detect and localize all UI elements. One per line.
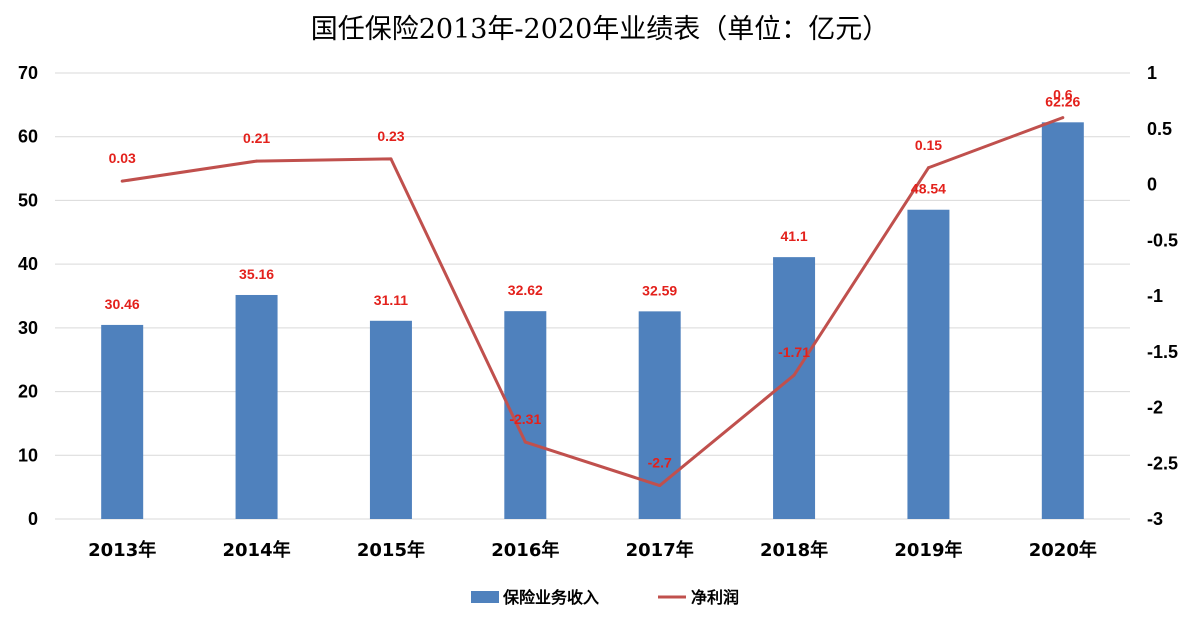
bar-data-label: 32.59 (642, 282, 677, 298)
bar-data-label: 62.26 (1045, 93, 1080, 109)
bar-data-label: 35.16 (239, 266, 274, 282)
line-point (926, 166, 930, 170)
line-data-label: 0.15 (915, 137, 942, 153)
category-label: 2019年 (894, 539, 962, 561)
category-axis: 2013年 2014年 2015年 2016年 2017年 2018年 2019年 2020年 (88, 539, 1097, 561)
left-tick-label: 0 (28, 509, 38, 529)
line-data-label: 0.6 (1053, 87, 1073, 103)
line-data-label: -1.71 (778, 344, 810, 360)
right-tick-label: 0.5 (1147, 119, 1172, 139)
left-tick-label: 60 (18, 127, 38, 147)
left-tick-label: 50 (18, 190, 38, 210)
bar-data-label: 41.1 (780, 228, 807, 244)
gridlines (55, 72, 1130, 520)
left-tick-label: 20 (18, 382, 38, 402)
right-y-axis: -3 -2.5 -2 -1.5 -1 -0.5 0 0.5 1 (1147, 63, 1178, 529)
bar-data-label: 30.46 (105, 296, 140, 312)
line-data-label: 0.23 (377, 128, 404, 144)
right-tick-label: -0.5 (1147, 230, 1178, 250)
line-point (523, 440, 527, 444)
left-tick-label: 10 (18, 445, 38, 465)
bar (638, 311, 681, 519)
legend-label-revenue: 保险业务收入 (502, 588, 599, 607)
category-label: 2017年 (626, 539, 694, 561)
right-tick-label: -2.5 (1147, 453, 1178, 473)
left-y-axis: 0 10 20 30 40 50 60 70 (18, 63, 38, 529)
bar-series (101, 122, 1084, 520)
bar (1041, 122, 1084, 520)
right-tick-label: -3 (1147, 509, 1163, 529)
right-tick-label: -2 (1147, 398, 1163, 418)
category-label: 2016年 (491, 539, 559, 561)
bar (235, 294, 278, 519)
line-point (792, 373, 796, 377)
line-series (120, 116, 1065, 488)
legend-swatch-revenue (471, 591, 499, 603)
line-data-label: -2.31 (509, 411, 541, 427)
bar-data-label: 32.62 (508, 282, 543, 298)
category-label: 2015年 (357, 539, 425, 561)
bar (101, 324, 144, 519)
left-tick-label: 40 (18, 254, 38, 274)
line-data-label: 0.21 (243, 130, 270, 146)
legend-label-net-profit: 净利润 (691, 588, 739, 607)
line-point (658, 484, 662, 488)
bar-data-label: 48.54 (911, 181, 946, 197)
left-tick-label: 70 (18, 63, 38, 83)
net-profit-line (121, 116, 1064, 488)
bar-data-label: 31.11 (374, 292, 408, 308)
line-point (1061, 116, 1065, 120)
right-tick-label: -1 (1147, 286, 1163, 306)
line-point (120, 179, 124, 183)
category-label: 2018年 (760, 539, 828, 561)
line-point (255, 159, 259, 163)
line-point (389, 157, 393, 161)
right-tick-label: -1.5 (1147, 342, 1178, 362)
category-label: 2013年 (88, 539, 156, 561)
left-tick-label: 30 (18, 318, 38, 338)
legend: 保险业务收入 净利润 (471, 588, 739, 607)
line-data-label: -2.7 (648, 455, 672, 471)
category-label: 2020年 (1029, 539, 1097, 561)
bar (369, 320, 412, 519)
chart-title: 国任保险2013年-2020年业绩表（单位：亿元） (311, 14, 890, 45)
bar (907, 209, 950, 520)
right-tick-label: 0 (1147, 175, 1157, 195)
category-label: 2014年 (223, 539, 291, 561)
line-data-label: 0.03 (109, 150, 136, 166)
right-tick-label: 1 (1147, 63, 1157, 83)
